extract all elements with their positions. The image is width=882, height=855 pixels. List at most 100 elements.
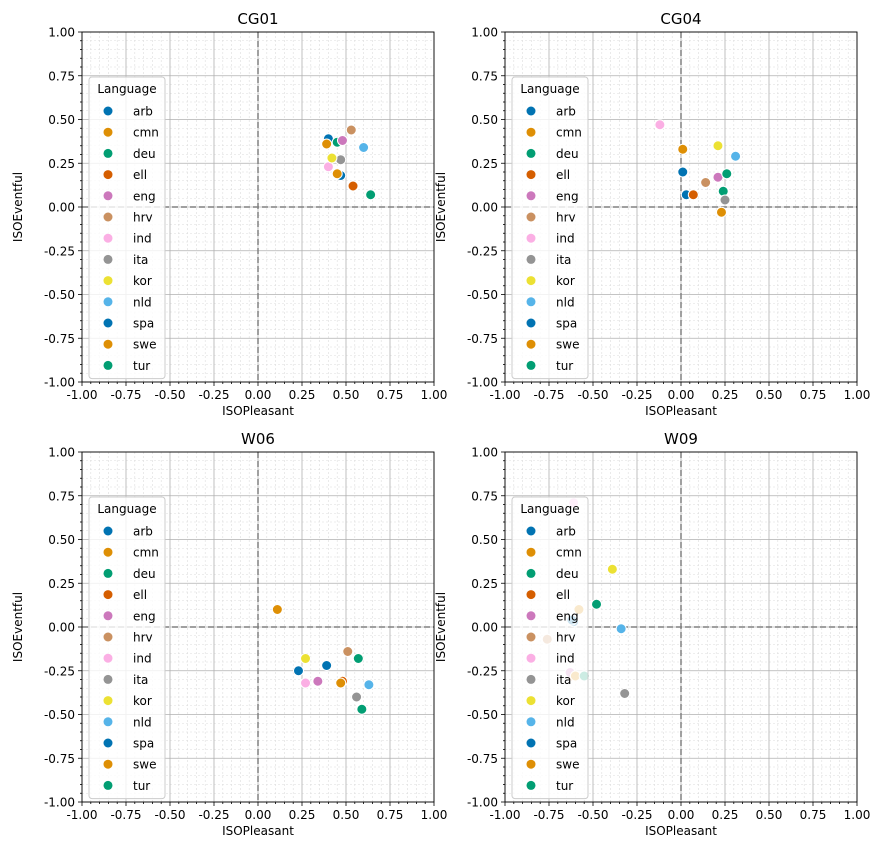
x-tick-label: -0.75 bbox=[110, 388, 141, 402]
legend-marker-kor bbox=[103, 276, 113, 286]
tick-marks bbox=[78, 31, 435, 386]
legend-label-swe: swe bbox=[133, 758, 156, 772]
legend-label-kor: kor bbox=[133, 694, 152, 708]
legend-label-arb: arb bbox=[133, 525, 153, 539]
x-tick-label: -0.25 bbox=[621, 808, 652, 822]
x-tick-label: 0.00 bbox=[668, 808, 695, 822]
legend-label-deu: deu bbox=[133, 567, 156, 581]
panel-w06: -1.00-1.00 -0.75 -0.75 -0.50 -0.50 -0.25 -0.25… bbox=[11, 430, 447, 838]
legend-marker-spa bbox=[103, 738, 113, 748]
x-tick-label: 0.50 bbox=[333, 808, 360, 822]
legend-label-hrv: hrv bbox=[556, 631, 576, 645]
data-point-ita bbox=[619, 688, 631, 699]
legend-label-arb: arb bbox=[133, 105, 153, 119]
x-tick-label: 0.25 bbox=[289, 808, 316, 822]
y-tick-label: 1.00 bbox=[471, 26, 498, 40]
y-tick-label: 0.25 bbox=[471, 577, 498, 591]
legend: Language arb cmn deu ell eng hrv ind ita kor nld sp… bbox=[511, 496, 589, 800]
legend-marker-swe bbox=[103, 759, 113, 769]
legend-label-eng: eng bbox=[556, 609, 579, 623]
legend-marker-ell bbox=[103, 170, 113, 180]
y-tick-label: 0.75 bbox=[48, 69, 75, 83]
x-tick-label: -1.00 bbox=[66, 808, 97, 822]
y-tick-label: 0.75 bbox=[471, 69, 498, 83]
legend-marker-ind bbox=[526, 233, 536, 243]
x-tick-label: 0.75 bbox=[800, 388, 827, 402]
legend-label-ita: ita bbox=[556, 253, 571, 267]
legend-label-swe: swe bbox=[556, 758, 579, 772]
legend-marker-ind bbox=[103, 233, 113, 243]
legend-label-deu: deu bbox=[556, 567, 579, 581]
legend-label-eng: eng bbox=[133, 189, 156, 203]
y-tick-label: 0.00 bbox=[48, 621, 75, 635]
y-tick-label: 0.75 bbox=[48, 489, 75, 503]
legend-marker-nld bbox=[526, 297, 536, 307]
y-tick-label: 1.00 bbox=[48, 446, 75, 460]
legend-label-kor: kor bbox=[556, 274, 575, 288]
data-point-deu bbox=[717, 185, 729, 197]
y-tick-label: 0.25 bbox=[471, 157, 498, 171]
legend-marker-cmn bbox=[526, 127, 536, 137]
legend-marker-deu bbox=[103, 148, 113, 158]
legend-marker-ita bbox=[526, 254, 536, 264]
data-point-ita bbox=[719, 194, 731, 206]
y-tick-label: -0.25 bbox=[467, 244, 498, 258]
data-point-swe bbox=[715, 206, 727, 218]
legend-label-spa: spa bbox=[556, 317, 577, 331]
legend-title: Language bbox=[97, 82, 156, 96]
legend-label-ita: ita bbox=[556, 673, 571, 687]
legend-label-swe: swe bbox=[556, 338, 579, 352]
legend-box bbox=[511, 496, 589, 800]
data-point-eng bbox=[336, 135, 348, 146]
legend-label-ind: ind bbox=[133, 652, 152, 666]
legend-label-deu: deu bbox=[556, 147, 579, 161]
legend-marker-eng bbox=[526, 611, 536, 621]
legend-marker-swe bbox=[103, 339, 113, 349]
data-point-swe bbox=[331, 168, 343, 180]
legend-marker-ita bbox=[103, 254, 113, 264]
legend-marker-ell bbox=[526, 170, 536, 180]
legend-label-nld: nld bbox=[133, 715, 152, 729]
legend-label-kor: kor bbox=[133, 274, 152, 288]
legend-marker-cmn bbox=[103, 547, 113, 557]
legend-marker-hrv bbox=[526, 212, 536, 222]
x-tick-label: -0.50 bbox=[154, 388, 185, 402]
legend-label-ell: ell bbox=[133, 168, 147, 182]
legend-label-cmn: cmn bbox=[133, 546, 159, 560]
y-tick-label: -0.75 bbox=[467, 332, 498, 346]
panel-title: CG01 bbox=[237, 10, 278, 28]
data-point-ind bbox=[654, 119, 666, 131]
y-tick-label: -0.50 bbox=[44, 708, 75, 722]
panel-w09: -1.00-1.00 -0.75 -0.75 -0.50 -0.50 -0.25 -0.25… bbox=[434, 430, 870, 838]
legend-marker-tur bbox=[526, 780, 536, 790]
legend-marker-arb bbox=[103, 526, 113, 536]
data-point-hrv bbox=[342, 646, 354, 657]
data-point-deu bbox=[352, 653, 364, 664]
y-tick-label: 0.50 bbox=[471, 533, 498, 547]
panel-cg04: -1.00-1.00 -0.75 -0.75 -0.50 -0.50 -0.25 -0.25… bbox=[434, 10, 870, 418]
data-point-spa bbox=[292, 665, 304, 677]
legend-marker-nld bbox=[526, 717, 536, 727]
data-point-cmn bbox=[271, 604, 283, 615]
x-tick-label: 0.25 bbox=[289, 388, 316, 402]
y-tick-label: 0.50 bbox=[48, 533, 75, 547]
x-tick-label: 0.75 bbox=[377, 808, 404, 822]
x-tick-label: -1.00 bbox=[489, 808, 520, 822]
x-axis-label: ISOPleasant bbox=[645, 404, 717, 418]
x-tick-label: -0.75 bbox=[533, 808, 564, 822]
legend-box bbox=[88, 76, 166, 380]
y-tick-label: 1.00 bbox=[48, 26, 75, 40]
legend-label-cmn: cmn bbox=[556, 126, 582, 140]
legend-label-cmn: cmn bbox=[556, 546, 582, 560]
data-point-arb bbox=[321, 660, 333, 671]
legend: Language arb cmn deu ell eng hrv ind ita kor nld sp… bbox=[88, 76, 166, 380]
legend-label-spa: spa bbox=[133, 737, 154, 751]
x-tick-label: -0.50 bbox=[577, 808, 608, 822]
legend-marker-ind bbox=[526, 653, 536, 663]
data-point-eng bbox=[312, 675, 324, 687]
legend-marker-kor bbox=[526, 696, 536, 706]
legend-marker-swe bbox=[526, 339, 536, 349]
legend-label-arb: arb bbox=[556, 525, 576, 539]
legend-marker-eng bbox=[103, 191, 113, 201]
y-tick-label: -1.00 bbox=[467, 796, 498, 810]
